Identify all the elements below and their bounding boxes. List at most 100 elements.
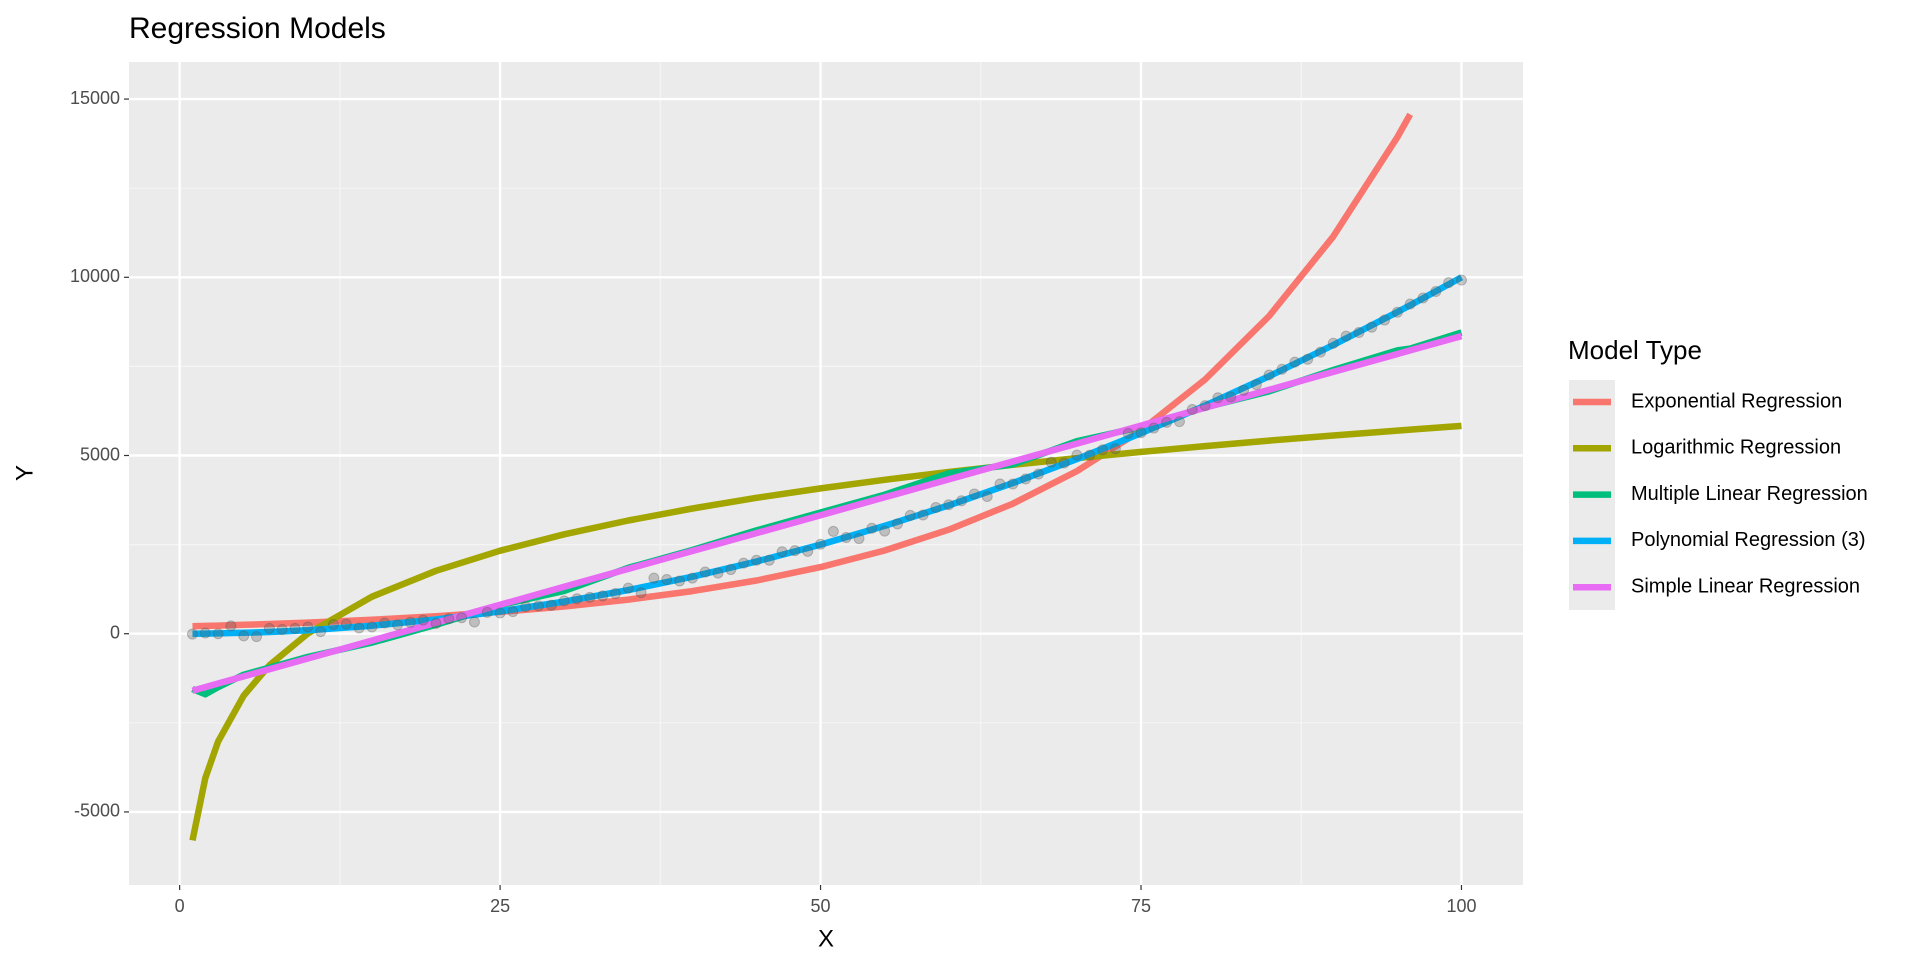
data-point bbox=[199, 627, 211, 639]
x-tick-label: 25 bbox=[490, 896, 510, 916]
data-point bbox=[1250, 379, 1262, 391]
data-point bbox=[507, 606, 519, 618]
data-point bbox=[686, 572, 698, 584]
data-point bbox=[648, 572, 660, 584]
data-point bbox=[699, 566, 711, 578]
data-point bbox=[609, 587, 621, 599]
legend-label: Multiple Linear Regression bbox=[1631, 483, 1868, 505]
data-point bbox=[366, 621, 378, 633]
data-point bbox=[1084, 449, 1096, 461]
x-tick-label: 0 bbox=[175, 896, 185, 916]
data-point bbox=[1430, 286, 1442, 298]
data-point bbox=[340, 618, 352, 630]
data-point bbox=[1327, 337, 1339, 349]
data-point bbox=[661, 574, 673, 586]
y-tick-label: 10000 bbox=[70, 266, 120, 286]
data-point bbox=[481, 606, 493, 618]
x-tick-label: 100 bbox=[1446, 896, 1476, 916]
data-point bbox=[1097, 444, 1109, 456]
line-series bbox=[192, 274, 1464, 637]
legend: Exponential Regression Logarithmic Regres… bbox=[1569, 380, 1868, 610]
data-point bbox=[468, 616, 480, 628]
data-point bbox=[981, 490, 993, 502]
data-point bbox=[904, 509, 916, 521]
line-series bbox=[192, 112, 1414, 630]
data-point bbox=[1225, 391, 1237, 403]
data-point bbox=[212, 628, 224, 640]
data-point bbox=[776, 546, 788, 558]
data-point bbox=[1289, 356, 1301, 368]
data-point bbox=[533, 600, 545, 612]
x-tick-label: 75 bbox=[1131, 896, 1151, 916]
data-point bbox=[1302, 353, 1314, 365]
data-point bbox=[674, 575, 686, 587]
data-point bbox=[379, 617, 391, 629]
data-point bbox=[917, 509, 929, 521]
data-point bbox=[891, 518, 903, 530]
data-point bbox=[1199, 400, 1211, 412]
data-point bbox=[353, 622, 365, 634]
data-point bbox=[545, 599, 557, 611]
data-point bbox=[750, 554, 762, 566]
data-point bbox=[1379, 314, 1391, 326]
plot-panel bbox=[129, 62, 1523, 885]
data-point bbox=[1263, 369, 1275, 381]
data-point bbox=[1032, 468, 1044, 480]
data-point bbox=[238, 630, 250, 642]
marks bbox=[186, 112, 1467, 842]
y-tick-label: 15000 bbox=[70, 88, 120, 108]
data-point bbox=[1404, 298, 1416, 310]
data-point bbox=[1007, 478, 1019, 490]
data-point bbox=[968, 488, 980, 500]
data-point bbox=[289, 622, 301, 634]
data-point bbox=[1276, 363, 1288, 375]
data-point bbox=[443, 613, 455, 625]
data-point bbox=[802, 545, 814, 557]
data-point bbox=[520, 601, 532, 613]
data-point bbox=[956, 495, 968, 507]
data-point bbox=[1020, 473, 1032, 485]
data-point bbox=[1186, 404, 1198, 416]
y-tick-label: 0 bbox=[110, 622, 120, 642]
data-point bbox=[725, 564, 737, 576]
data-point bbox=[1455, 274, 1467, 286]
data-point bbox=[815, 538, 827, 550]
data-point bbox=[866, 522, 878, 534]
grid bbox=[129, 62, 1523, 885]
data-point bbox=[571, 593, 583, 605]
data-point bbox=[622, 582, 634, 594]
legend-label: Simple Linear Regression bbox=[1631, 575, 1860, 597]
data-point bbox=[186, 628, 198, 640]
legend-label: Exponential Regression bbox=[1631, 390, 1842, 412]
legend-label: Polynomial Regression (3) bbox=[1631, 529, 1866, 551]
data-point bbox=[597, 590, 609, 602]
legend-title: Model Type bbox=[1568, 335, 1702, 365]
data-point bbox=[1443, 277, 1455, 289]
data-point bbox=[1109, 443, 1121, 455]
data-point bbox=[456, 612, 468, 624]
data-point bbox=[1161, 416, 1173, 428]
data-point bbox=[430, 617, 442, 629]
data-point bbox=[263, 622, 275, 634]
x-axis-title: X bbox=[818, 925, 834, 952]
data-point bbox=[853, 533, 865, 545]
data-point bbox=[879, 525, 891, 537]
data-point bbox=[943, 499, 955, 511]
data-point bbox=[404, 616, 416, 628]
data-point bbox=[1314, 346, 1326, 358]
data-point bbox=[827, 525, 839, 537]
y-tick-label: -5000 bbox=[74, 801, 120, 821]
line-series bbox=[191, 332, 1463, 694]
y-tick-label: 5000 bbox=[80, 444, 120, 464]
data-point bbox=[840, 531, 852, 543]
data-point bbox=[789, 545, 801, 557]
data-point bbox=[494, 607, 506, 619]
data-point bbox=[1238, 384, 1250, 396]
data-point bbox=[994, 478, 1006, 490]
data-point bbox=[763, 554, 775, 566]
chart-title: Regression Models bbox=[129, 12, 386, 45]
data-point bbox=[1122, 427, 1134, 439]
data-point bbox=[302, 621, 314, 633]
data-point bbox=[1071, 449, 1083, 461]
x-tick-label: 50 bbox=[811, 896, 831, 916]
